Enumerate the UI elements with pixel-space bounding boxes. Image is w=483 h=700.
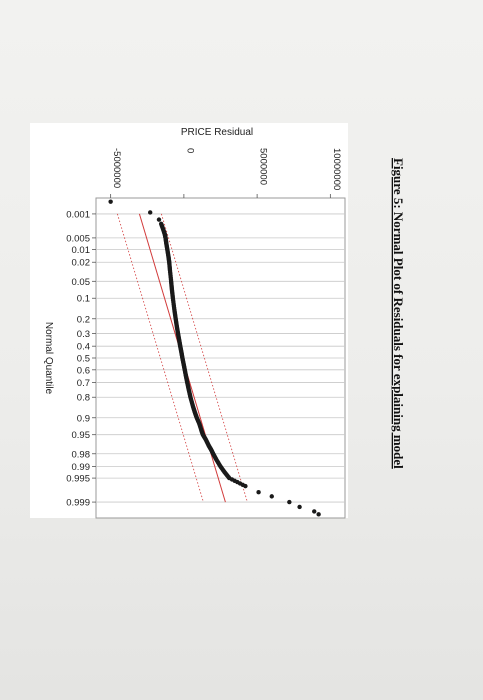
quantile-tick-label: 0.2 xyxy=(77,314,90,325)
data-point xyxy=(312,509,317,514)
caption-group: Figure 5: Normal Plot of Residuals for e… xyxy=(391,158,406,469)
quantile-tick-label: 0.995 xyxy=(66,474,90,485)
quantile-tick-label: 0.001 xyxy=(66,209,90,220)
quantile-tick-label: 0.01 xyxy=(72,245,91,256)
quantile-tick-label: 0.02 xyxy=(72,258,91,269)
data-point xyxy=(297,504,302,510)
data-point xyxy=(108,199,113,204)
quantile-tick-label: 0.7 xyxy=(77,378,90,389)
data-point xyxy=(256,489,261,495)
figure-caption: Figure 5: Normal Plot of Residuals for e… xyxy=(391,158,406,469)
value-tick-label: 0 xyxy=(184,148,195,153)
quantile-tick-label: 0.05 xyxy=(72,277,91,288)
quantile-tick-label: 0.8 xyxy=(77,393,90,404)
quantile-tick-label: 0.9 xyxy=(77,413,90,424)
value-tick-label: -5000000 xyxy=(111,148,122,188)
quantile-tick-label: 0.95 xyxy=(72,430,91,441)
value-axis-title: PRICE Residual xyxy=(181,127,253,138)
quantile-axis-title: Normal Quantile xyxy=(43,322,54,395)
data-point xyxy=(156,217,162,222)
data-point xyxy=(269,494,274,499)
data-point xyxy=(316,512,321,517)
upper-confidence-band xyxy=(161,213,248,503)
quantile-tick-label: 0.98 xyxy=(72,449,91,460)
quantile-tick-label: 0.4 xyxy=(77,342,90,353)
quantile-tick-label: 0.3 xyxy=(77,329,90,340)
value-tick-label: 10000000 xyxy=(331,148,342,190)
quantile-tick-label: 0.5 xyxy=(77,354,90,365)
data-point xyxy=(243,483,248,489)
quantile-tick-label: 0.999 xyxy=(66,498,90,509)
quantile-tick-label: 0.005 xyxy=(66,233,90,244)
quantile-tick-label: 0.99 xyxy=(72,462,91,473)
quantile-tick-label: 0.1 xyxy=(77,294,90,305)
quantile-tick-label: 0.6 xyxy=(77,365,90,376)
value-tick-label: 5000000 xyxy=(258,148,269,185)
data-point xyxy=(287,499,292,505)
lower-confidence-band xyxy=(117,213,204,503)
data-point xyxy=(147,210,153,215)
